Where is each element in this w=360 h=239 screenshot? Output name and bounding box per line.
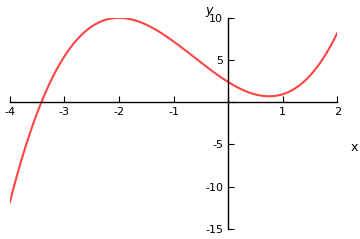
- Text: x: x: [350, 141, 358, 154]
- Text: y: y: [205, 4, 212, 17]
